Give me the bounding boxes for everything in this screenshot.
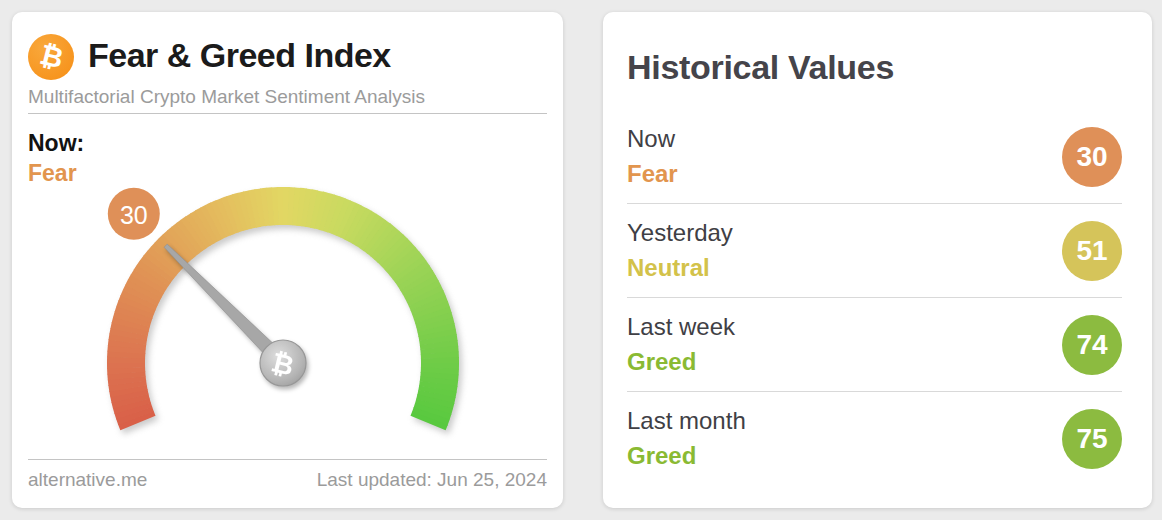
history-sentiment-label: Fear (627, 160, 678, 188)
historical-values-list: Now Fear 30 Yesterday Neutral 51 Last we… (627, 110, 1122, 485)
historical-values-title: Historical Values (627, 48, 894, 87)
gauge-arc (126, 206, 440, 423)
history-period-label: Yesterday (627, 219, 733, 247)
history-value-badge: 75 (1062, 409, 1122, 469)
history-sentiment-label: Neutral (627, 254, 733, 282)
history-value-badge: 51 (1062, 221, 1122, 281)
card-footer: alternative.me Last updated: Jun 25, 202… (28, 469, 547, 491)
history-period-label: Last week (627, 313, 735, 341)
history-row-now: Now Fear 30 (627, 110, 1122, 204)
history-row-last-week: Last week Greed 74 (627, 298, 1122, 392)
fear-greed-index-card: ₿ Fear & Greed Index Multifactorial Cryp… (12, 12, 563, 508)
gauge-needle: ₿ (164, 244, 306, 386)
history-period-label: Now (627, 125, 678, 153)
history-sentiment-label: Greed (627, 442, 746, 470)
history-sentiment-label: Greed (627, 348, 735, 376)
history-value-badge: 74 (1062, 315, 1122, 375)
fear-greed-gauge: ₿ 30 (12, 12, 563, 508)
site-link[interactable]: alternative.me (28, 469, 147, 491)
historical-values-card: Historical Values Now Fear 30 Yesterday … (603, 12, 1152, 508)
svg-text:30: 30 (120, 201, 148, 229)
history-row-yesterday: Yesterday Neutral 51 (627, 204, 1122, 298)
history-period-label: Last month (627, 407, 746, 435)
footer-divider (28, 459, 547, 460)
last-updated-text: Last updated: Jun 25, 2024 (317, 469, 547, 491)
history-row-last-month: Last month Greed 75 (627, 392, 1122, 485)
history-value-badge: 30 (1062, 127, 1122, 187)
gauge-value-badge: 30 (108, 188, 160, 240)
